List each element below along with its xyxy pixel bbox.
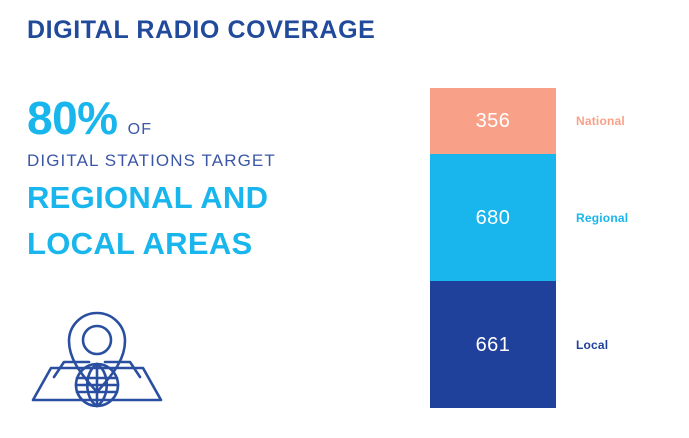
map-inner-bracket-right <box>103 360 142 379</box>
globe-longitude-right <box>95 362 109 408</box>
pin-inner-circle <box>81 324 113 356</box>
bar-segment-regional-value: 680 <box>475 206 511 229</box>
stacked-bar-chart: 356 National 680 Regional 661 Local <box>430 88 628 408</box>
statement-subtitle: DIGITAL STATIONS TARGET <box>27 151 276 170</box>
bar-segment-regional[interactable]: 680 Regional <box>430 154 628 281</box>
statement-headline-line-2: LOCAL AREAS <box>27 225 253 261</box>
bar-segment-national[interactable]: 356 National <box>430 88 625 154</box>
statement-block: 80% OF DIGITAL STATIONS TARGET REGIONAL A… <box>27 95 397 262</box>
map-pin-globe-icon-svg <box>31 311 163 408</box>
bar-segment-local-value: 661 <box>475 333 511 356</box>
bar-segment-local[interactable]: 661 Local <box>430 281 608 408</box>
statement-headline-line-1: REGIONAL AND <box>27 179 269 215</box>
bar-segment-local-label: Local <box>576 337 609 352</box>
statement-percent-line: 80% OF <box>27 95 397 141</box>
bar-segment-regional-label: Regional <box>576 210 629 225</box>
bar-segment-national-value: 356 <box>475 110 511 132</box>
map-pin-globe-icon <box>27 296 177 418</box>
map-outline-shape <box>31 366 163 402</box>
bar-segment-national-label: National <box>576 114 625 128</box>
map-inner-bracket-left <box>52 360 91 379</box>
page-title: DIGITAL RADIO COVERAGE <box>27 16 376 44</box>
percent-of-word: OF <box>127 121 153 138</box>
percent-value: 80% <box>27 92 118 144</box>
globe-longitude-left <box>85 362 99 408</box>
pin-teardrop-shape <box>67 311 127 394</box>
